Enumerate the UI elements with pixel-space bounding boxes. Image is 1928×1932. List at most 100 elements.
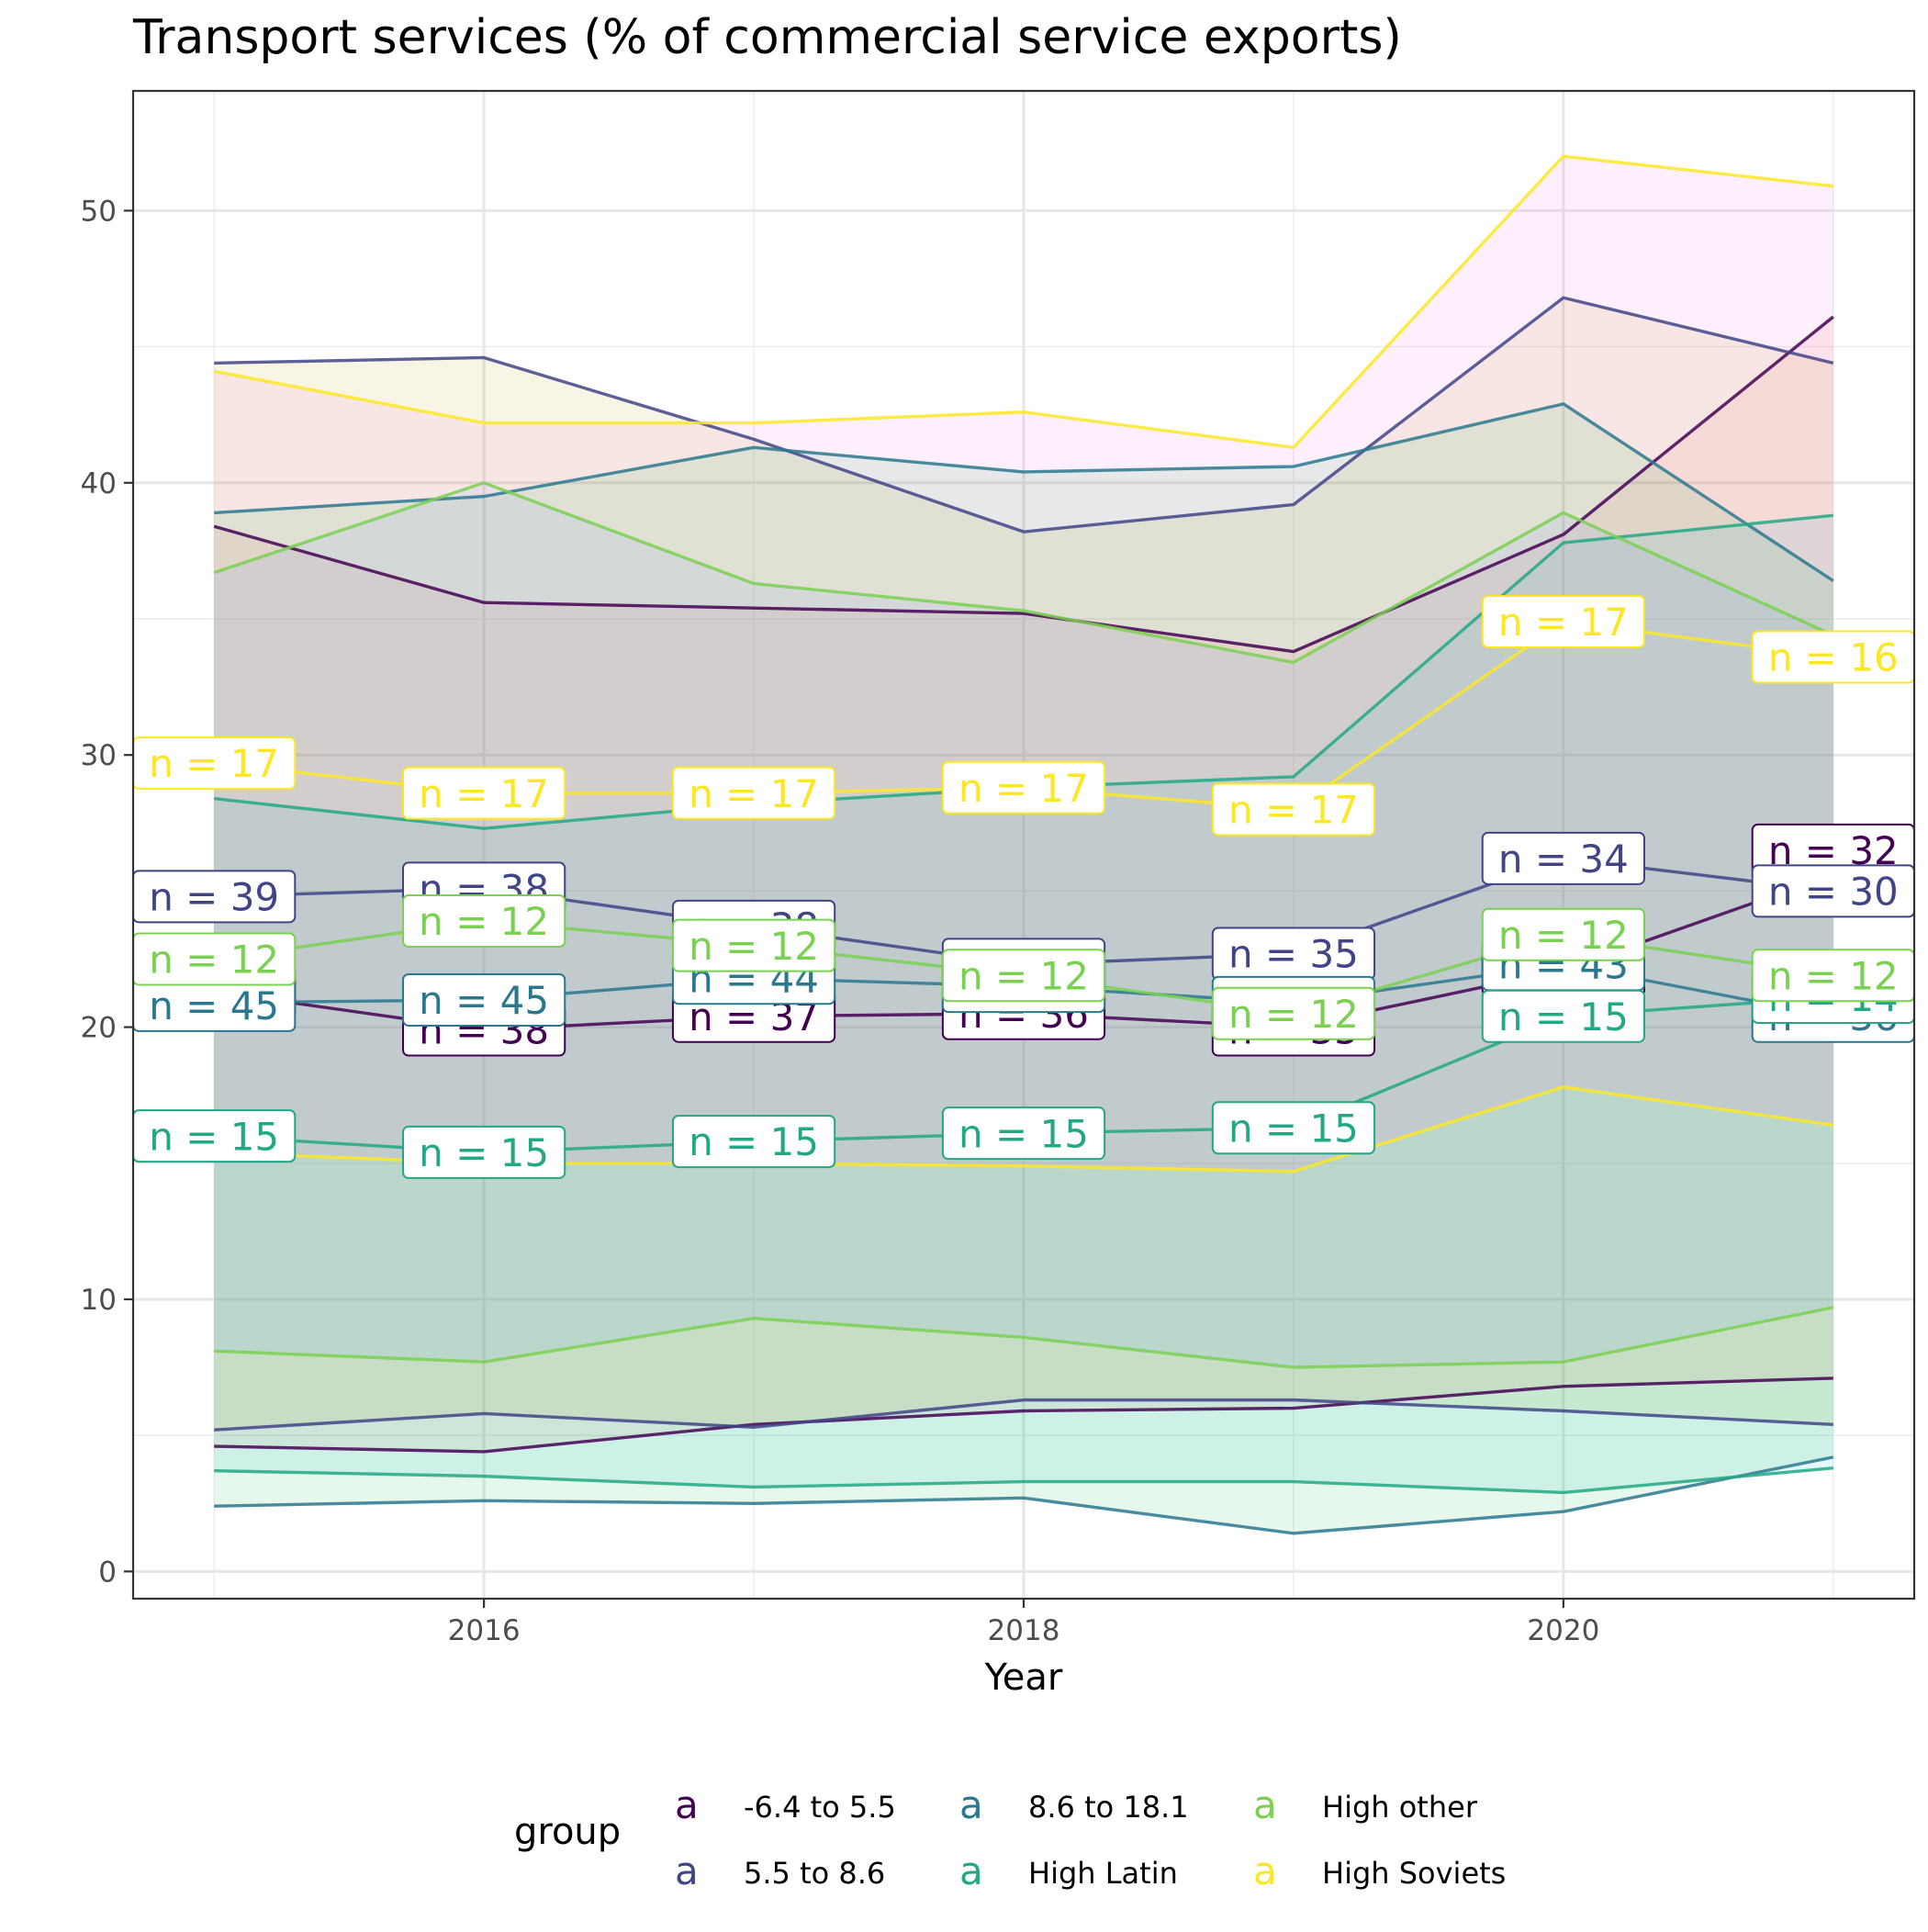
n-label-text: n = 17 [419, 771, 549, 816]
n-label-text: n = 12 [149, 938, 279, 983]
legend-label: 5.5 to 8.6 [744, 1856, 885, 1891]
n-label-text: n = 12 [1228, 992, 1359, 1037]
n-label-text: n = 12 [1498, 913, 1629, 958]
legend-label: -6.4 to 5.5 [744, 1790, 896, 1825]
n-label: n = 17 [671, 766, 836, 820]
x-axis-title: Year [984, 1657, 1063, 1699]
n-label-text: n = 15 [1228, 1106, 1359, 1151]
legend-title: group [514, 1811, 621, 1853]
y-tick-label: 10 [81, 1284, 117, 1317]
n-label-box [671, 1115, 836, 1169]
n-label-text: n = 39 [149, 874, 279, 919]
ribbons [214, 156, 1833, 1533]
n-label: n = 35 [1211, 927, 1376, 981]
n-label-text: n = 12 [419, 899, 549, 944]
n-label-text: n = 35 [1228, 932, 1359, 977]
n-label-box [1211, 782, 1376, 837]
n-label: n = 15 [671, 1115, 836, 1169]
n-label: n = 30 [1751, 864, 1915, 918]
y-tick-label: 50 [81, 195, 117, 228]
legend-key: a [1253, 1782, 1277, 1827]
legend-label: High Soviets [1322, 1856, 1506, 1891]
n-label: n = 17 [132, 736, 297, 791]
n-label: n = 12 [671, 918, 836, 972]
n-label-text: n = 17 [689, 771, 819, 816]
n-label-box [1481, 907, 1645, 961]
n-label-text: n = 17 [1498, 600, 1629, 645]
n-label-text: n = 15 [689, 1119, 819, 1164]
series-line-lower [214, 1376, 1833, 1454]
n-label: n = 34 [1481, 831, 1645, 885]
n-label-box [402, 766, 566, 820]
n-label: n = 17 [402, 766, 566, 820]
n-label-box [1481, 831, 1645, 885]
chart-title: Transport services (% of commercial serv… [132, 10, 1402, 65]
n-label-box [402, 893, 566, 948]
series-line-upper [213, 315, 1834, 654]
n-label: n = 15 [132, 1109, 297, 1163]
n-label: n = 12 [941, 949, 1106, 1003]
n-label: n = 15 [941, 1106, 1106, 1161]
n-label: n = 15 [402, 1125, 566, 1179]
n-label-text: n = 34 [1498, 837, 1629, 882]
n-label: n = 45 [402, 972, 566, 1027]
n-label: n = 12 [132, 932, 297, 986]
y-tick-label: 0 [98, 1556, 117, 1589]
x-tick-label: 2016 [448, 1614, 521, 1647]
ribbon [214, 156, 1833, 1172]
series-line-lower [214, 1398, 1833, 1432]
series-line-lower [214, 1466, 1833, 1495]
n-label-text: n = 17 [958, 766, 1089, 811]
legend-label: 8.6 to 18.1 [1028, 1790, 1189, 1825]
n-labels: n = 39n = 38n = 37n = 36n = 35n = 35n = … [132, 594, 1915, 1179]
legend-label: High Latin [1028, 1856, 1178, 1891]
n-label: n = 15 [1481, 989, 1645, 1043]
n-label-box [1481, 594, 1645, 648]
y-tick-label: 40 [81, 467, 117, 500]
series-line-lower [214, 1455, 1834, 1535]
n-label-text: n = 12 [689, 924, 819, 969]
legend-key: a [1253, 1848, 1277, 1893]
series-line-upper [214, 402, 1834, 582]
n-label-text: n = 30 [1768, 870, 1899, 915]
legend-key: a [675, 1782, 699, 1827]
n-label-text: n = 12 [958, 953, 1089, 998]
n-label-box [941, 760, 1106, 814]
x-tick-label: 2018 [988, 1614, 1060, 1647]
y-tick-label: 20 [81, 1012, 117, 1045]
n-label-box [671, 918, 836, 972]
n-label-text: n = 15 [1498, 994, 1629, 1039]
n-label: n = 39 [132, 870, 297, 924]
n-label: n = 17 [941, 760, 1106, 814]
n-label-text: n = 45 [149, 983, 279, 1028]
n-label: n = 12 [402, 893, 566, 948]
legend-key: a [959, 1782, 983, 1827]
n-label-text: n = 15 [958, 1111, 1089, 1156]
y-tick-label: 30 [81, 739, 117, 772]
ribbon [214, 317, 1833, 1452]
n-label-box [1481, 989, 1645, 1043]
n-label: n = 17 [1211, 782, 1376, 837]
n-label-text: n = 15 [419, 1130, 549, 1175]
n-label: n = 12 [1481, 907, 1645, 961]
n-label: n = 17 [1481, 594, 1645, 648]
n-label-box [1211, 986, 1376, 1040]
n-label: n = 16 [1751, 630, 1915, 684]
legend-label: High other [1322, 1790, 1478, 1825]
legend-key: a [675, 1848, 699, 1893]
n-label: n = 12 [1751, 949, 1915, 1003]
n-label-box [402, 972, 566, 1027]
legend-key: a [959, 1848, 983, 1893]
n-label: n = 45 [132, 978, 297, 1032]
n-label-box [941, 1106, 1106, 1161]
x-tick-label: 2020 [1527, 1614, 1599, 1647]
series-line-upper [213, 154, 1834, 449]
n-label-text: n = 15 [149, 1114, 279, 1159]
axes: 0 10 20 30 40 50 2016 2018 2020 [81, 195, 1600, 1647]
n-label-box [941, 949, 1106, 1003]
n-label-text: n = 45 [419, 978, 549, 1023]
n-label-box [402, 1125, 566, 1179]
n-label-text: n = 17 [149, 741, 279, 786]
